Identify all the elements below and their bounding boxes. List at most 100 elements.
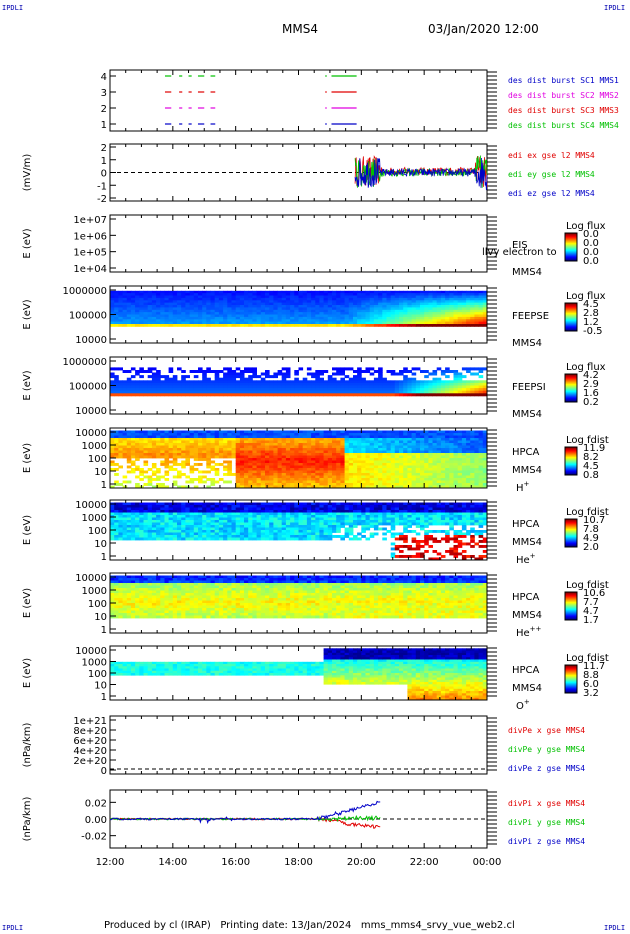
colorbar-tick-label: 4.5 [583, 299, 599, 310]
heatmap-cell [118, 537, 123, 541]
heatmap-cell [327, 455, 333, 459]
heatmap-cell [428, 305, 433, 308]
heatmap-cell [386, 295, 392, 299]
heatmap-cell [478, 390, 484, 394]
heatmap-cell [478, 438, 484, 441]
heatmap-cell [394, 385, 400, 389]
heatmap-cell [353, 305, 358, 308]
heatmap-cell [130, 367, 136, 371]
heatmap-cell [223, 480, 228, 484]
heatmap-cell [319, 319, 324, 323]
species-charge: + [524, 480, 530, 488]
heatmap-cell [298, 305, 304, 308]
heatmap-cell [126, 460, 132, 464]
heatmap-cell [135, 290, 140, 294]
heatmap-cell [181, 465, 186, 469]
heatmap-cell [457, 297, 463, 301]
heatmap-cell [130, 297, 136, 301]
heatmap-cell [386, 314, 392, 318]
heatmap-cell [348, 324, 354, 327]
heatmap-cell [369, 380, 375, 384]
heatmap-cell [160, 525, 165, 528]
heatmap-cell [256, 390, 262, 394]
heatmap-cell [130, 295, 136, 299]
heatmap-cell [298, 295, 304, 299]
heatmap-cell [470, 300, 475, 304]
heatmap-cell [130, 470, 136, 474]
heatmap-cell [373, 438, 379, 441]
heatmap-cell [440, 435, 446, 439]
colorbar-segment [565, 304, 577, 306]
heatmap-cell [260, 448, 266, 451]
heatmap-cell [369, 295, 375, 299]
heatmap-cell [160, 324, 165, 327]
heatmap-cell [143, 470, 149, 474]
heatmap-cell [110, 382, 115, 386]
heatmap-cell [336, 372, 341, 376]
heatmap-cell [382, 307, 387, 311]
heatmap-cell [369, 307, 375, 311]
heatmap-cell [114, 295, 119, 299]
heatmap-cell [319, 314, 324, 318]
heatmap-cell [193, 375, 199, 379]
heatmap-cell [202, 295, 207, 299]
heatmap-cell [156, 532, 161, 536]
colorbar-segment [565, 461, 577, 463]
heatmap-cell [164, 445, 170, 449]
heatmap-cell [369, 435, 375, 439]
heatmap-cell [130, 435, 136, 439]
heatmap-cell [348, 302, 354, 306]
heatmap-cell [457, 435, 463, 439]
heatmap-cell [193, 290, 199, 294]
heatmap-cell [315, 375, 320, 379]
heatmap-cell [440, 438, 446, 441]
heatmap-cell [298, 316, 304, 320]
heatmap-cell [298, 463, 304, 466]
heatmap-cell [340, 380, 345, 384]
heatmap-cell [126, 295, 132, 299]
heatmap-cell [466, 475, 471, 479]
heatmap-cell [386, 435, 392, 439]
heatmap-cell [378, 433, 383, 436]
heatmap-cell [135, 453, 140, 456]
heatmap-cell [311, 290, 316, 294]
heatmap-cell [151, 293, 157, 296]
heatmap-cell [365, 385, 371, 389]
heatmap-cell [110, 290, 115, 294]
heatmap-cell [160, 505, 165, 508]
heatmap-cell [223, 453, 228, 456]
heatmap-cell [181, 319, 186, 323]
heatmap-cell [185, 527, 190, 531]
heatmap-cell [298, 473, 304, 476]
heatmap-cell [185, 458, 190, 461]
heatmap-cell [189, 307, 195, 311]
heatmap-cell [189, 319, 195, 323]
heatmap-cell [248, 460, 253, 464]
heatmap-cell [357, 305, 362, 308]
heatmap-cell [482, 453, 488, 456]
heatmap-cell [365, 463, 371, 466]
heatmap-cell [378, 450, 383, 454]
heatmap-cell [382, 450, 387, 454]
heatmap-cell [461, 448, 467, 451]
heatmap-cell [147, 440, 153, 444]
heatmap-cell [114, 527, 119, 531]
heatmap-cell [193, 453, 199, 456]
heatmap-cell [424, 321, 429, 325]
y-axis-label: E (eV) [22, 299, 33, 329]
heatmap-cell [369, 443, 375, 446]
heatmap-cell [436, 321, 442, 325]
heatmap-cell [336, 367, 341, 371]
heatmap-cell [193, 450, 199, 454]
heatmap-cell [239, 382, 245, 386]
heatmap-cell [478, 367, 484, 371]
heatmap-cell [403, 367, 408, 371]
heatmap-cell [135, 433, 140, 436]
heatmap-cell [415, 460, 421, 464]
heatmap-cell [193, 305, 199, 308]
heatmap-cell [357, 297, 362, 301]
heatmap-cell [189, 302, 195, 306]
heatmap-cell [110, 324, 115, 327]
heatmap-cell [177, 450, 182, 454]
colorbar-segment [565, 249, 577, 251]
